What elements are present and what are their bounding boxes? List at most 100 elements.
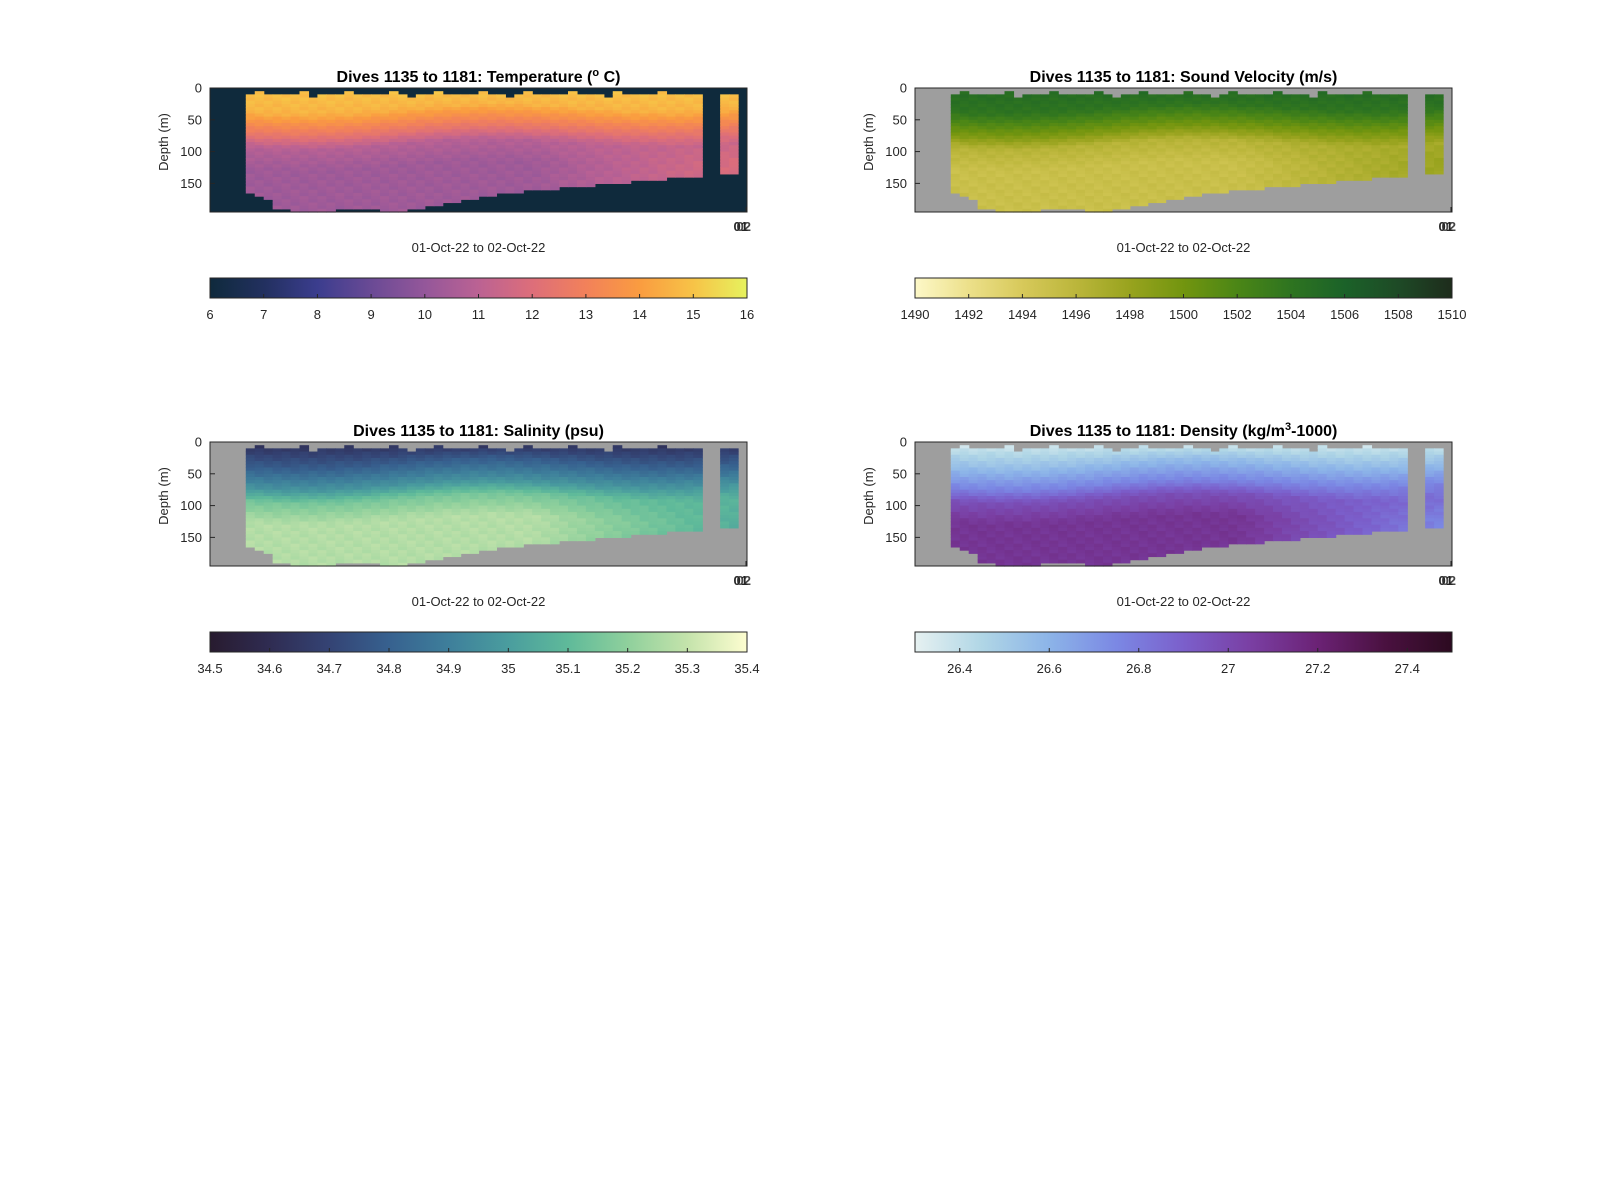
heatmap-cell	[577, 537, 587, 541]
heatmap-cell	[1345, 177, 1355, 181]
heatmap-cell	[1398, 174, 1408, 178]
heatmap-cell	[371, 560, 381, 564]
panel-salinity: Dives 1135 to 1181: Salinity (psu) 05010…	[156, 423, 760, 676]
heatmap-cell	[604, 534, 614, 538]
x-axis-label: 01-Oct-22 to 02-Oct-22	[1117, 240, 1251, 255]
heatmap-cell	[640, 177, 650, 181]
heatmap-cell	[693, 174, 703, 178]
heatmap-cell	[514, 544, 524, 548]
heatmap-cell	[559, 183, 569, 187]
y-tick-label: 150	[885, 176, 907, 191]
heatmap-cell	[987, 206, 997, 210]
colorbar-tick-label: 1500	[1169, 307, 1198, 322]
heatmap-cell	[505, 190, 515, 194]
heatmap-cell	[1040, 206, 1050, 210]
heatmap-cell	[487, 193, 497, 197]
x-tick-label: 02	[737, 219, 751, 234]
heatmap-cell	[532, 541, 542, 545]
heatmap-cell	[613, 534, 623, 538]
heatmap-cell	[496, 544, 506, 548]
heatmap-cell	[425, 202, 435, 206]
heatmap-cell	[434, 556, 444, 560]
heatmap-cell	[1192, 193, 1202, 197]
heatmap-cell	[479, 193, 489, 197]
heatmap-cell	[1300, 180, 1310, 184]
colorbar-tick-label: 1496	[1062, 307, 1091, 322]
heatmap-cell	[255, 193, 265, 197]
heatmap-cell	[1363, 177, 1373, 181]
heatmap-cell	[532, 187, 542, 191]
heatmap-cell	[1139, 202, 1149, 206]
heatmap-cells	[210, 442, 747, 567]
heatmap-cell	[505, 544, 515, 548]
panel-sound-velocity: Dives 1135 to 1181: Sound Velocity (m/s)…	[861, 69, 1466, 322]
heatmap-cell	[640, 531, 650, 535]
panel-temperature: Dives 1135 to 1181: Temperature (o C) 05…	[156, 67, 754, 322]
heatmap-cell	[541, 187, 551, 191]
heatmap-cell	[344, 560, 354, 564]
colorbar-tick-label: 9	[367, 307, 374, 322]
heatmap-cell	[1291, 183, 1301, 187]
panel-title: Dives 1135 to 1181: Sound Velocity (m/s)	[1030, 69, 1338, 86]
heatmap-cell	[1354, 177, 1364, 181]
heatmap-cell	[969, 196, 979, 200]
heatmap-cell	[720, 171, 730, 175]
heatmap-cell	[461, 196, 471, 200]
heatmap-cell	[960, 193, 970, 197]
heatmap-cell	[729, 171, 739, 175]
heatmap-cell	[1282, 183, 1292, 187]
heatmap-cell	[1255, 187, 1265, 191]
heatmap-cell	[1184, 193, 1194, 197]
heatmap-cell	[246, 544, 256, 548]
colorbar-tick-label: 1510	[1438, 307, 1467, 322]
y-axis-label: Depth (m)	[156, 113, 171, 171]
heatmap-cell	[1219, 190, 1229, 194]
heatmap-cell	[559, 537, 569, 541]
heatmap-cell	[684, 174, 694, 178]
heatmap-cell	[1309, 180, 1319, 184]
heatmap-cell	[1201, 190, 1211, 194]
y-tick-label: 100	[180, 144, 202, 159]
heatmap-cell	[273, 560, 283, 564]
heatmap-cell	[1228, 187, 1238, 191]
heatmap-cell	[353, 206, 363, 210]
heatmap-cell	[461, 550, 471, 554]
heatmap-cell	[1264, 183, 1274, 187]
y-tick-label: 100	[885, 144, 907, 159]
heatmap-cell	[335, 560, 345, 564]
panel-title: Dives 1135 to 1181: Salinity (psu)	[353, 423, 604, 440]
heatmap-cell	[407, 560, 417, 564]
heatmap-cell	[452, 553, 462, 557]
colorbar-tick-label: 7	[260, 307, 267, 322]
colorbar-tick-label: 10	[418, 307, 432, 322]
heatmap-cell	[1273, 183, 1283, 187]
colorbar-tick-label: 13	[579, 307, 593, 322]
heatmap-cell	[273, 206, 283, 210]
y-axis-label: Depth (m)	[861, 113, 876, 171]
heatmap-cell	[362, 560, 372, 564]
heatmap-cell	[613, 180, 623, 184]
x-tick-label: 02	[1442, 219, 1456, 234]
colorbar-tick-label: 6	[206, 307, 213, 322]
heatmap-cell	[622, 534, 632, 538]
heatmap-cell	[541, 541, 551, 545]
heatmap-cell	[586, 183, 596, 187]
heatmap-cell	[1076, 206, 1086, 210]
heatmap-cell	[479, 547, 489, 551]
heatmap-cell	[496, 190, 506, 194]
heatmap-cell	[1389, 174, 1399, 178]
heatmap-cell	[675, 174, 685, 178]
heatmap-cell	[1166, 196, 1176, 200]
heatmap-cell	[1049, 206, 1059, 210]
heatmap-cell	[425, 556, 435, 560]
heatmap-cell	[568, 183, 578, 187]
heatmap-cell	[978, 206, 988, 210]
y-tick-label: 150	[180, 176, 202, 191]
colorbar-tick-label: 1504	[1276, 307, 1305, 322]
heatmap-cell	[1112, 206, 1122, 210]
y-tick-label: 50	[893, 112, 907, 127]
heatmap-cell	[622, 180, 632, 184]
heatmap-cell	[1058, 206, 1068, 210]
